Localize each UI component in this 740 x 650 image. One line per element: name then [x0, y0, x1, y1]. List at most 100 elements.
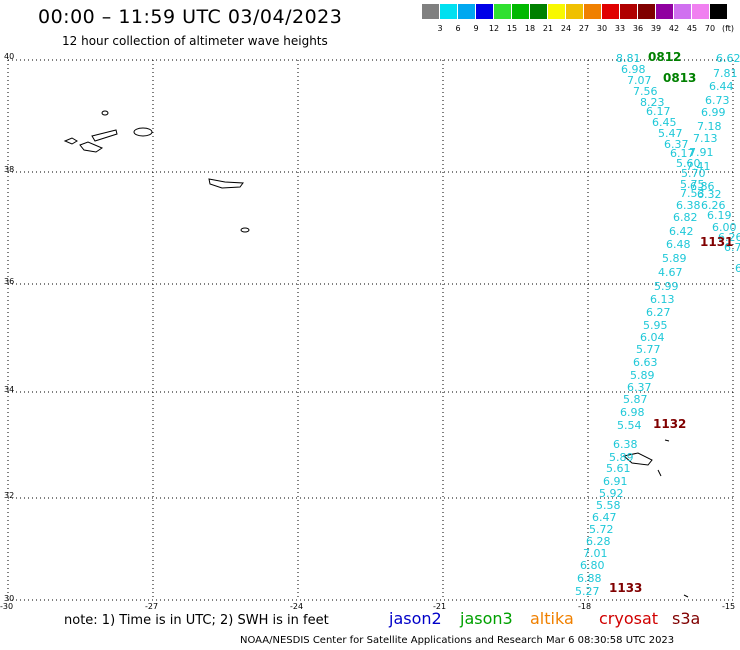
wave-height-value: 6.76 [724, 241, 740, 254]
wave-height-value: 8.81 [616, 52, 641, 65]
color-swatch [494, 4, 511, 19]
wave-height-value: 6.19 [707, 209, 732, 222]
wave-height-value: 6.44 [709, 80, 734, 93]
page-title: 00:00 – 11:59 UTC 03/04/2023 [38, 6, 343, 28]
longitude-label: -15 [722, 602, 736, 611]
island-outline [133, 127, 153, 137]
wave-height-value: 6.27 [646, 306, 671, 319]
color-scale-tick: 21 [542, 24, 554, 33]
satellite-legend-s3a: s3a [672, 609, 701, 628]
wave-height-value: 5.60 [676, 157, 701, 170]
satellite-legend-jason3: jason3 [460, 609, 513, 628]
color-swatch [458, 4, 475, 19]
wave-height-value: 6.63 [633, 356, 658, 369]
wave-height-value: 7.41 [686, 160, 711, 173]
wave-height-value: 5.99 [654, 280, 679, 293]
latitude-label: 30 [4, 594, 15, 603]
wave-height-value: 6.48 [666, 238, 691, 251]
latitude-label: 34 [4, 385, 15, 394]
island-outlines [63, 110, 689, 598]
island-outline [91, 129, 118, 142]
wave-height-value: 5.61 [606, 462, 631, 475]
wave-height-value: 6.32 [697, 188, 722, 201]
grid-lines [7, 59, 734, 601]
color-scale-tick: 6 [455, 24, 461, 33]
wave-height-value: 6.42 [669, 225, 694, 238]
wave-height-value: 5.89 [630, 369, 655, 382]
wave-height-value: 6.80 [580, 559, 605, 572]
wave-height-value: 6.13 [650, 293, 675, 306]
color-swatch [638, 4, 655, 19]
pass-time-label: 1132 [653, 417, 687, 431]
color-swatch [422, 4, 439, 19]
wave-height-value: 5.95 [643, 319, 668, 332]
satellite-legend-altika: altika [530, 609, 574, 628]
wave-height-value: 6.73 [705, 94, 730, 107]
latitude-label: 36 [4, 277, 15, 286]
color-swatch [620, 4, 637, 19]
wave-height-value: 6.17 [670, 147, 695, 160]
wave-height-value: 7.53 [680, 187, 705, 200]
longitude-label: -24 [290, 602, 304, 611]
wave-height-value: 5.89 [662, 252, 687, 265]
color-swatch [476, 4, 493, 19]
wave-height-value: 4.67 [658, 266, 683, 279]
wave-height-value: 5.87 [623, 393, 648, 406]
color-scale-tick: 45 [686, 24, 698, 33]
color-scale-tick: (ft) [721, 24, 735, 33]
wave-height-value: 6.86 [690, 180, 715, 193]
wave-height-value: 7.01 [583, 547, 608, 560]
wave-height-value: 5.47 [658, 127, 683, 140]
wave-height-value: 6.47 [592, 511, 617, 524]
island-outline [240, 227, 250, 233]
color-swatch [674, 4, 691, 19]
wave-height-value: 5.75 [680, 178, 705, 191]
color-scale-tick: 15 [506, 24, 518, 33]
color-swatch [566, 4, 583, 19]
page-subtitle: 12 hour collection of altimeter wave hei… [62, 34, 328, 48]
color-scale-tick: 9 [473, 24, 479, 33]
wave-height-value: 6.37 [627, 381, 652, 394]
wave-height-value: 7.18 [697, 120, 722, 133]
color-swatch [710, 4, 727, 19]
island-outline [79, 141, 104, 153]
wave-height-value: 6.82 [673, 211, 698, 224]
pass-time-label: 0813 [663, 71, 697, 85]
latitude-label: 40 [4, 52, 15, 61]
island-outline [664, 439, 670, 442]
color-scale-tick: 39 [650, 24, 662, 33]
island-outline [63, 137, 78, 145]
wave-height-value: 5.77 [636, 343, 661, 356]
color-scale-tick: 18 [524, 24, 536, 33]
wave-height-value: 7.56 [633, 85, 658, 98]
wave-height-value: 5.58 [596, 499, 621, 512]
wave-height-value: 8.23 [640, 96, 665, 109]
color-swatch [530, 4, 547, 19]
wave-height-value: 6.17 [646, 105, 671, 118]
color-swatch [692, 4, 709, 19]
color-scale-tick: 24 [560, 24, 572, 33]
color-scale-tick: 12 [488, 24, 500, 33]
pass-time-label: 1133 [609, 581, 643, 595]
island-outline [208, 178, 244, 189]
wave-height-value: 6.04 [640, 331, 665, 344]
color-scale-tick: 30 [596, 24, 608, 33]
wave-height-value: 7.07 [627, 74, 652, 87]
color-scale-tick: 70 [704, 24, 716, 33]
latitude-label: 38 [4, 165, 15, 174]
wave-height-value: 6.38 [613, 438, 638, 451]
wave-height-value: 5.27 [575, 585, 600, 598]
longitude-label: -30 [0, 602, 14, 611]
wave-height-value: 6.98 [620, 406, 645, 419]
wave-height-value: 7.91 [689, 146, 714, 159]
color-scale-tick: 3 [437, 24, 443, 33]
color-swatch [548, 4, 565, 19]
wave-height-value: 5.70 [681, 167, 706, 180]
color-swatch [584, 4, 601, 19]
color-swatch [440, 4, 457, 19]
wave-height-value: 6.45 [652, 116, 677, 129]
color-scale-tick: 33 [614, 24, 626, 33]
island-outline [683, 594, 689, 598]
island-outline [657, 469, 662, 477]
wave-height-value: 5.72 [589, 523, 614, 536]
